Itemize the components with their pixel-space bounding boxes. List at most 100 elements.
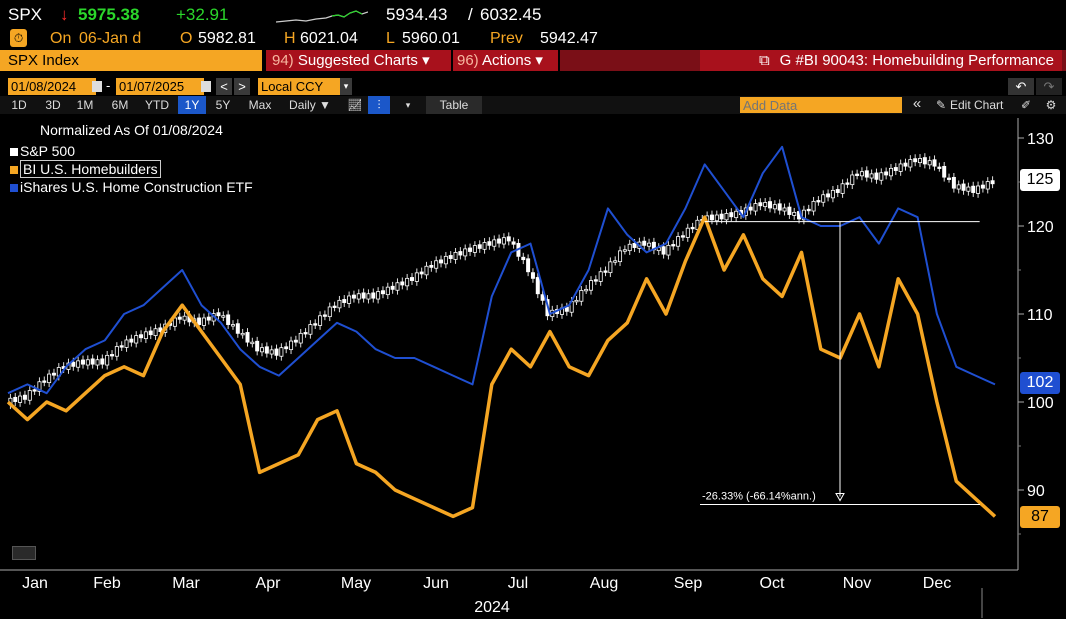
table-button[interactable]: Table (426, 96, 482, 114)
calendar-icon[interactable] (92, 81, 102, 92)
undo-icon[interactable]: ↶ (1008, 78, 1034, 95)
spx-candle-body (879, 172, 884, 181)
period-3d[interactable]: 3D (45, 98, 61, 112)
spx-candle-body (835, 189, 840, 193)
spx-candle-body (463, 248, 468, 257)
spx-candle-body (613, 260, 618, 263)
chevron-down-icon[interactable]: ▾ (405, 100, 411, 110)
spx-candle-body (811, 200, 816, 212)
end-date-input[interactable]: 01/07/2025 (116, 78, 204, 95)
x-tick-label: Jan (22, 575, 48, 592)
spx-candle-body (642, 240, 647, 246)
spx-candle-body (535, 277, 540, 295)
ticker[interactable]: SPX (8, 5, 43, 24)
collapse-button[interactable]: « (912, 95, 922, 112)
edit-icon[interactable]: ✐ (1020, 98, 1032, 112)
period-6m[interactable]: 6M (111, 98, 129, 112)
calendar-icon[interactable] (201, 81, 211, 92)
frequency-select[interactable]: Daily ▼ (289, 98, 331, 112)
spx-candle-body (376, 291, 381, 300)
candle-chart-icon[interactable]: ⫶ (368, 96, 390, 114)
spx-candle-body (826, 193, 831, 198)
y-tick-label: 130 (1027, 131, 1054, 148)
spx-candle-body (322, 314, 327, 317)
suggested-charts-number: 94) (272, 52, 294, 69)
spx-candle-body (429, 264, 434, 268)
period-1d[interactable]: 1D (11, 98, 27, 112)
x-tick-label: Aug (590, 575, 618, 592)
spx-candle-body (908, 159, 913, 168)
spx-candle-body (753, 203, 758, 212)
line-chart-icon[interactable]: 📈︎ (347, 98, 363, 112)
spx-candle-body (806, 208, 811, 212)
legend[interactable]: Normalized As Of 01/08/2024 S&P 500 BI U… (10, 122, 300, 202)
clock-icon[interactable]: ⏱ (10, 29, 27, 47)
spx-candle-body (801, 209, 806, 221)
spx-candle-body (347, 295, 352, 304)
legend-item-homebuilders[interactable]: BI U.S. Homebuilders (10, 160, 161, 178)
spx-candle-body (608, 261, 613, 274)
spx-candle-body (42, 380, 47, 383)
chart-area[interactable]: 90 100 110 120 130 Jan Feb Mar Apr May Jun Jul Aug Se… (0, 118, 1066, 619)
spx-candle-body (240, 332, 245, 336)
spx-candle-body (284, 346, 289, 350)
security-field[interactable]: SPX Index (0, 50, 262, 71)
spx-candle-body (361, 292, 366, 299)
period-1m[interactable]: 1M (76, 98, 94, 112)
period-toolbar: 1D 3D 1M 6M YTD 1Y 5Y Max Daily ▼ 📈︎ ⫶ ▾… (0, 96, 1066, 114)
spx-candle-body (918, 158, 923, 164)
spx-candle-body (18, 395, 23, 403)
legend-item-sp500[interactable]: S&P 500 (10, 142, 75, 160)
net-change: +32.91 (176, 5, 229, 24)
spx-candle-body (182, 315, 187, 321)
x-year-label: 2024 (474, 599, 510, 616)
redo-icon[interactable]: ↷ (1036, 78, 1062, 95)
low-label: L (386, 30, 395, 47)
add-data-input[interactable] (740, 97, 902, 113)
spx-candle-body (226, 314, 231, 325)
period-max[interactable]: Max (248, 98, 272, 112)
spx-candle-body (245, 332, 250, 343)
chart-options-icon[interactable] (12, 546, 36, 560)
start-date-input[interactable]: 01/08/2024 (8, 78, 96, 95)
spx-candle-body (898, 163, 903, 172)
menu-bar: SPX Index 94) Suggested Charts ▾ 96) Act… (0, 50, 1066, 72)
spx-candle-body (414, 272, 419, 282)
period-ytd[interactable]: YTD (145, 98, 169, 112)
pencil-icon[interactable]: ✎ (935, 98, 947, 112)
spx-candle-body (32, 389, 37, 392)
gear-icon[interactable]: ⚙ (1045, 98, 1057, 112)
spx-candle-body (956, 184, 961, 190)
period-1y[interactable]: 1Y (178, 96, 206, 114)
spx-candle-body (579, 290, 584, 302)
spx-candle-body (148, 330, 153, 336)
spx-candle-body (980, 184, 985, 189)
legend-swatch (10, 166, 18, 175)
suggested-charts-menu[interactable]: 94) Suggested Charts ▾ (266, 50, 451, 71)
legend-item-etf[interactable]: iShares U.S. Home Construction ETF (10, 178, 253, 196)
spx-candle-body (864, 170, 869, 178)
spx-candle-body (177, 316, 182, 320)
spx-candle-body (22, 394, 27, 400)
spx-candle-body (47, 373, 52, 384)
spx-last-badge: 125 (1020, 169, 1060, 191)
chevron-down-icon[interactable]: ▾ (340, 78, 352, 95)
spx-candle-body (671, 244, 676, 247)
chart-title[interactable]: ⧉ G #BI 90043: Homebuilding Performance (700, 50, 1062, 71)
spx-candle-body (100, 358, 105, 365)
edit-chart-button[interactable]: Edit Chart (950, 98, 1004, 112)
spx-candle-body (303, 332, 308, 335)
homebuilders-last-badge: 87 (1020, 506, 1060, 528)
spx-candle-body (110, 354, 115, 357)
period-5y[interactable]: 5Y (215, 98, 231, 112)
spx-candle-body (869, 173, 874, 179)
open-label: O (180, 30, 193, 47)
spx-candle-body (419, 271, 424, 275)
next-period-button[interactable]: > (234, 78, 250, 95)
currency-select[interactable]: Local CCY (258, 78, 344, 95)
prev-period-button[interactable]: < (216, 78, 232, 95)
spx-candle-body (951, 176, 956, 189)
spx-candle-body (250, 341, 255, 345)
actions-menu[interactable]: 96) Actions ▾ (453, 50, 558, 71)
external-link-icon[interactable]: ⧉ (758, 52, 770, 69)
